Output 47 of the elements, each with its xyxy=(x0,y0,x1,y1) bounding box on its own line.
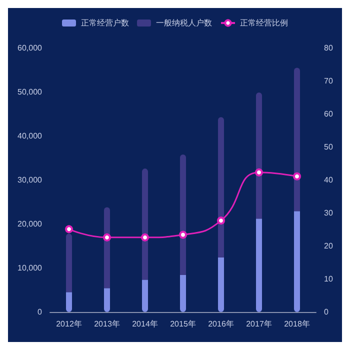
point xyxy=(65,225,73,234)
bar xyxy=(218,117,224,258)
y2-tick-label: 10 xyxy=(324,274,334,284)
y-tick-label: 40,000 xyxy=(18,132,43,140)
point xyxy=(293,172,301,180)
bar xyxy=(294,211,300,312)
y2-tick-label: 0 xyxy=(324,308,329,316)
bar xyxy=(218,257,224,312)
bar xyxy=(104,288,110,312)
y2-tick-label: 80 xyxy=(324,44,334,52)
legend-label: 正常经营比例 xyxy=(240,18,288,28)
x-tick-label: 2018年 xyxy=(284,320,310,328)
y-tick-label: 30,000 xyxy=(18,176,43,184)
y-tick-label: 60,000 xyxy=(18,44,43,52)
y2-tick-label: 40 xyxy=(324,176,334,184)
bar xyxy=(180,275,186,312)
legend-label: 正常经营户数 xyxy=(81,18,129,28)
bar xyxy=(142,168,148,280)
bar xyxy=(66,292,72,312)
bar xyxy=(256,92,262,219)
y2-tick-label: 30 xyxy=(324,208,334,218)
bar xyxy=(180,154,186,276)
point xyxy=(179,230,187,239)
bar xyxy=(104,207,110,288)
bar xyxy=(256,218,262,312)
bar xyxy=(142,280,148,312)
y-tick-label: 50,000 xyxy=(18,88,43,96)
y2-tick-label: 60 xyxy=(324,110,334,118)
y-tick-label: 10,000 xyxy=(18,264,43,272)
point xyxy=(217,216,225,225)
x-tick-label: 2016年 xyxy=(208,320,234,328)
y-tick-label: 0 xyxy=(38,308,43,316)
y2-tick-label: 70 xyxy=(324,76,334,86)
bar xyxy=(66,234,72,292)
x-tick-label: 2014年 xyxy=(132,320,158,328)
y-tick-label: 20,000 xyxy=(18,220,43,228)
legend-label: 一般纳税人户数 xyxy=(156,18,212,28)
x-tick-label: 2017年 xyxy=(246,320,272,328)
point xyxy=(141,233,149,242)
y2-tick-label: 50 xyxy=(324,142,334,152)
point xyxy=(103,233,111,242)
y2-tick-label: 20 xyxy=(324,242,334,250)
x-tick-label: 2013年 xyxy=(94,320,120,328)
point xyxy=(255,168,263,176)
x-tick-label: 2012年 xyxy=(56,320,82,328)
bar xyxy=(294,68,300,212)
x-tick-label: 2015年 xyxy=(170,320,196,328)
